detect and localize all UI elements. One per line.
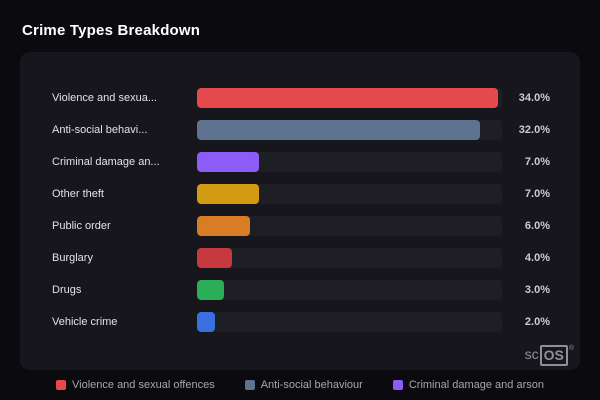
bar-rows: Violence and sexua... 34.0% Anti-social be…: [52, 82, 550, 338]
bar-track: [197, 88, 502, 108]
legend-item[interactable]: Criminal damage and arson: [392, 379, 544, 391]
bar-track: [197, 120, 502, 140]
chart-card: Violence and sexua... 34.0% Anti-social be…: [20, 52, 580, 370]
bar-track: [197, 184, 502, 204]
bar-row: Violence and sexua... 34.0%: [52, 82, 550, 114]
bar-row: Public order 6.0%: [52, 210, 550, 242]
bar[interactable]: [197, 152, 259, 172]
bar-row: Drugs 3.0%: [52, 274, 550, 306]
bar-track: [197, 216, 502, 236]
legend-swatch-icon: [56, 380, 67, 390]
bar-row: Criminal damage an... 7.0%: [52, 146, 550, 178]
bar-track: [197, 248, 502, 268]
bar[interactable]: [197, 312, 215, 332]
bar[interactable]: [197, 280, 224, 300]
registered-mark: ®: [568, 345, 574, 352]
bar[interactable]: [197, 120, 480, 140]
chart-legend: Violence and sexual offences Anti-social …: [0, 379, 600, 391]
value-label: 3.0%: [524, 284, 550, 296]
category-label: Violence and sexua...: [52, 92, 157, 104]
legend-label: Violence and sexual offences: [72, 379, 215, 391]
scos-logo: sc OS ®: [525, 345, 574, 366]
category-label: Vehicle crime: [52, 316, 118, 328]
value-label: 34.0%: [518, 92, 550, 104]
bar-track: [197, 152, 502, 172]
bar-row: Other theft 7.0%: [52, 178, 550, 210]
value-label: 4.0%: [524, 252, 550, 264]
category-label: Drugs: [52, 284, 82, 296]
bar-track: [197, 280, 502, 300]
bar[interactable]: [197, 248, 233, 268]
legend-swatch-icon: [244, 380, 255, 390]
value-label: 7.0%: [524, 156, 550, 168]
value-label: 32.0%: [518, 124, 550, 136]
legend-label: Criminal damage and arson: [408, 379, 544, 391]
bar[interactable]: [197, 184, 259, 204]
logo-prefix: sc: [524, 346, 539, 362]
bar-row: Burglary 4.0%: [52, 242, 550, 274]
legend-label: Anti-social behaviour: [260, 379, 363, 391]
page-title: Crime Types Breakdown: [22, 22, 201, 39]
bar-row: Anti-social behavi... 32.0%: [52, 114, 550, 146]
category-label: Burglary: [52, 252, 93, 264]
legend-swatch-icon: [392, 380, 403, 390]
bar-row: Vehicle crime 2.0%: [52, 306, 550, 338]
legend-item[interactable]: Anti-social behaviour: [244, 379, 363, 391]
logo-boxed: OS: [539, 345, 568, 366]
bar[interactable]: [197, 216, 251, 236]
bar-track: [197, 312, 502, 332]
value-label: 6.0%: [524, 220, 550, 232]
bar[interactable]: [197, 88, 498, 108]
value-label: 7.0%: [524, 188, 550, 200]
category-label: Public order: [52, 220, 111, 232]
category-label: Other theft: [52, 188, 104, 200]
category-label: Anti-social behavi...: [52, 124, 148, 136]
legend-item[interactable]: Violence and sexual offences: [56, 379, 215, 391]
value-label: 2.0%: [524, 316, 550, 328]
category-label: Criminal damage an...: [52, 156, 160, 168]
